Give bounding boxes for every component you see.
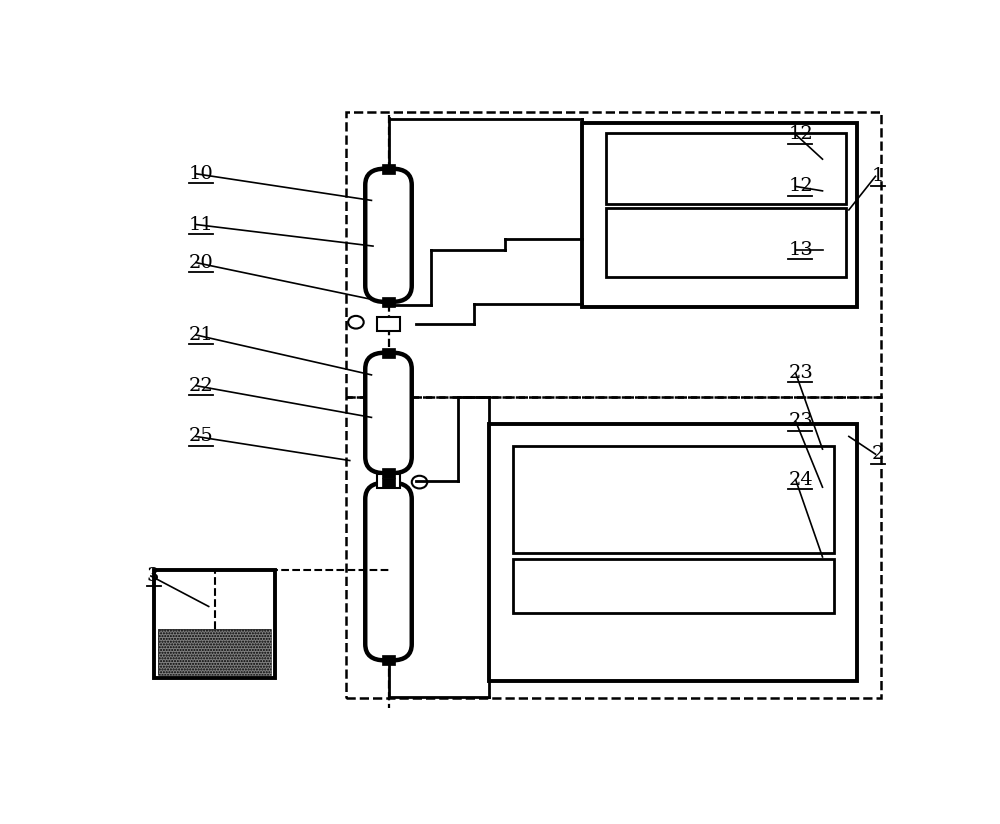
Bar — [382, 164, 395, 174]
Text: 3: 3 — [147, 567, 159, 585]
Bar — [158, 629, 271, 675]
FancyBboxPatch shape — [365, 169, 412, 302]
Text: 11: 11 — [189, 216, 213, 233]
Bar — [382, 655, 395, 666]
Bar — [382, 468, 395, 478]
Bar — [346, 111, 881, 397]
Bar — [377, 474, 400, 488]
FancyBboxPatch shape — [365, 353, 412, 473]
Bar — [606, 208, 846, 277]
Text: 24: 24 — [788, 471, 813, 489]
Text: 10: 10 — [189, 165, 213, 183]
Bar — [346, 397, 881, 699]
Bar — [512, 559, 834, 613]
Text: 20: 20 — [189, 254, 213, 272]
Bar — [377, 317, 400, 331]
Text: 2: 2 — [871, 445, 884, 463]
Text: 23: 23 — [788, 412, 813, 430]
Text: 22: 22 — [189, 377, 213, 395]
Text: 21: 21 — [189, 326, 213, 344]
Bar — [606, 133, 846, 204]
Text: 25: 25 — [189, 428, 213, 446]
Bar — [382, 348, 395, 358]
Bar — [158, 629, 271, 675]
Text: 12: 12 — [788, 125, 813, 143]
Bar — [582, 123, 857, 307]
Bar — [512, 446, 834, 553]
Text: 23: 23 — [788, 364, 813, 382]
Text: 12: 12 — [788, 177, 813, 195]
Bar — [382, 297, 395, 307]
Bar — [382, 478, 395, 488]
FancyBboxPatch shape — [365, 483, 412, 660]
Bar — [154, 569, 275, 677]
Text: 1: 1 — [871, 167, 884, 185]
Bar — [489, 424, 857, 681]
Text: 13: 13 — [788, 241, 813, 259]
